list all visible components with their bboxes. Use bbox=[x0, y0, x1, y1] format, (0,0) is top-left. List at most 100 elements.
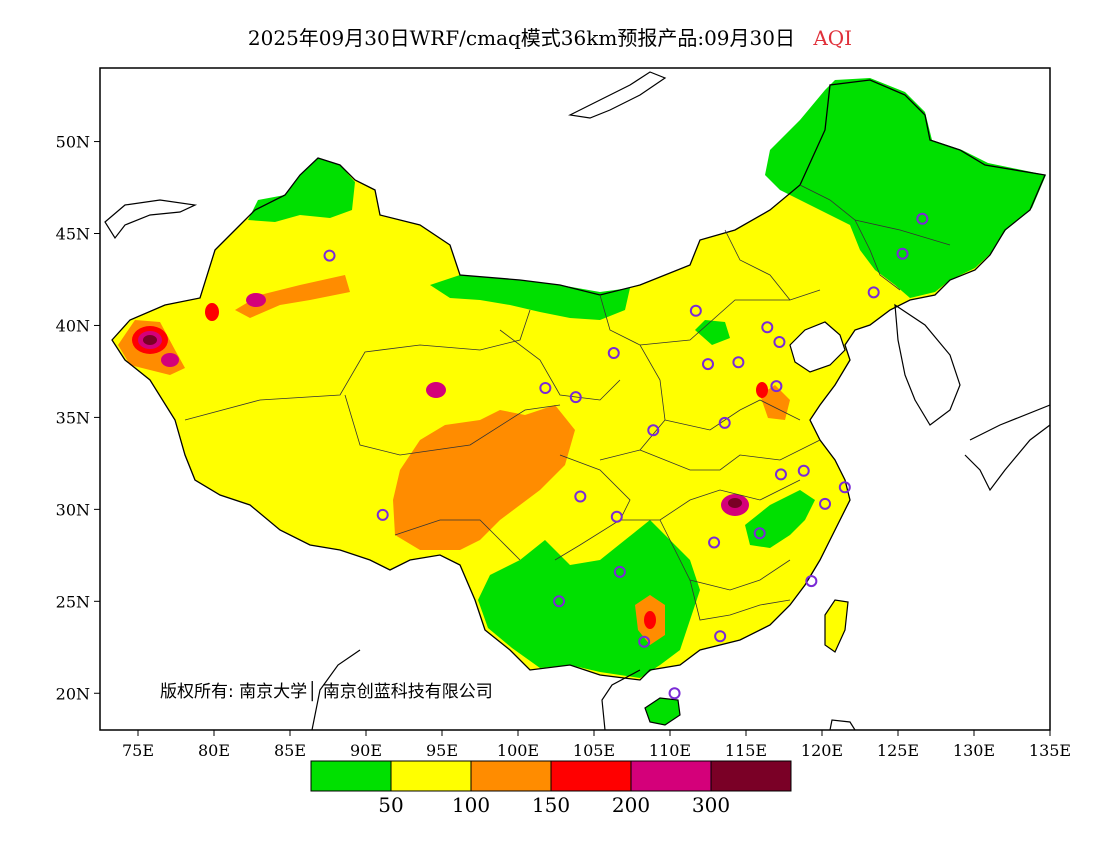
hotspot-qaidam bbox=[426, 382, 446, 398]
station-marker bbox=[761, 321, 774, 334]
map-title: 2025年09月30日WRF/cmaq模式36km预报产品:09月30日 AQI bbox=[0, 22, 1100, 51]
hotspot-kashgar-core bbox=[143, 335, 157, 345]
title-main: 2025年09月30日WRF/cmaq模式36km预报产品:09月30日 bbox=[247, 26, 795, 50]
hotspot-hotan bbox=[161, 353, 179, 367]
title-variable: AQI bbox=[813, 26, 853, 50]
x-tick-label: 95E bbox=[426, 741, 458, 760]
aqi-field-good-northwest bbox=[248, 158, 355, 222]
coastline-russia-lake bbox=[568, 71, 667, 119]
x-tick-label: 135E bbox=[1029, 741, 1071, 760]
hotspot-aksu bbox=[205, 303, 219, 321]
legend-label: 300 bbox=[692, 793, 730, 817]
hotspot-guangxi bbox=[644, 611, 656, 629]
legend-swatch bbox=[710, 760, 792, 792]
station-marker bbox=[773, 336, 786, 349]
legend-label: 200 bbox=[612, 793, 650, 817]
province-borders bbox=[184, 184, 951, 621]
station-marker bbox=[867, 286, 880, 299]
station-marker bbox=[702, 358, 714, 371]
x-tick-label: 115E bbox=[725, 741, 767, 760]
aqi-field-good-southwest bbox=[478, 520, 700, 678]
legend-label: 50 bbox=[378, 793, 403, 817]
station-marker bbox=[613, 565, 626, 578]
aqi-field-good-inner-mongolia bbox=[430, 275, 630, 320]
y-tick-label: 25N bbox=[56, 592, 90, 611]
hainan-outline bbox=[644, 697, 681, 726]
map-body bbox=[104, 71, 1050, 730]
station-marker bbox=[553, 595, 566, 608]
x-tick-label: 105E bbox=[573, 741, 615, 760]
aqi-field-sensitive-xinjiang bbox=[235, 275, 350, 318]
legend-swatch bbox=[310, 760, 392, 792]
y-tick-label: 20N bbox=[56, 684, 90, 703]
x-tick-label: 100E bbox=[497, 741, 539, 760]
coastline-kazakh bbox=[104, 199, 198, 240]
station-marker bbox=[819, 497, 832, 510]
station-marker bbox=[774, 468, 787, 481]
station-marker bbox=[323, 249, 336, 262]
y-tick-label: 40N bbox=[56, 316, 90, 335]
coastline-se-asia bbox=[311, 649, 856, 730]
station-marker bbox=[896, 247, 909, 260]
x-tick-label: 75E bbox=[122, 741, 154, 760]
station-marker bbox=[689, 304, 702, 317]
copyright-notice: 版权所有: 南京大学│ 南京创蓝科技有限公司 bbox=[160, 681, 493, 702]
station-marker bbox=[916, 212, 929, 225]
legend-label: 150 bbox=[532, 793, 570, 817]
aqi-field-moderate bbox=[112, 80, 1045, 680]
hotspot-hubei-core bbox=[728, 498, 742, 508]
legend-label: 100 bbox=[452, 793, 490, 817]
station-marker bbox=[718, 416, 731, 429]
x-tick-label: 90E bbox=[350, 741, 382, 760]
station-marker bbox=[574, 490, 587, 503]
x-tick-label: 125E bbox=[877, 741, 919, 760]
x-axis: 75E 80E 85E 90E 95E 100E 105E 110E 115E 120E 125E 1… bbox=[122, 730, 1071, 760]
legend-swatch bbox=[550, 760, 632, 792]
china-border bbox=[111, 79, 1046, 681]
y-tick-label: 50N bbox=[56, 133, 90, 152]
map-frame bbox=[99, 67, 1051, 731]
aqi-field-good-central bbox=[745, 490, 815, 548]
station-marker bbox=[838, 481, 851, 494]
bohai-sea bbox=[789, 321, 846, 373]
y-axis: 20N 25N 30N 35N 40N 45N 50N bbox=[56, 133, 100, 703]
coastline-korea-japan bbox=[894, 303, 1050, 492]
y-tick-label: 45N bbox=[56, 225, 90, 244]
station-marker bbox=[732, 356, 745, 369]
station-marker bbox=[610, 510, 623, 523]
aqi-field-good-northeast bbox=[765, 78, 1046, 298]
legend-swatch bbox=[470, 760, 552, 792]
y-tick-label: 30N bbox=[56, 500, 90, 519]
y-tick-label: 35N bbox=[56, 408, 90, 427]
station-markers bbox=[323, 212, 929, 700]
x-tick-label: 80E bbox=[198, 741, 230, 760]
x-tick-label: 120E bbox=[801, 741, 843, 760]
station-marker bbox=[797, 464, 810, 477]
station-marker bbox=[770, 380, 783, 393]
legend-swatch bbox=[630, 760, 712, 792]
x-tick-label: 110E bbox=[649, 741, 691, 760]
aqi-field-sensitive-tibet bbox=[393, 405, 575, 550]
station-marker bbox=[714, 630, 727, 643]
hotspot-shandong bbox=[756, 382, 768, 398]
station-marker bbox=[668, 687, 681, 700]
legend: 50 100 150 200 300 bbox=[310, 760, 792, 817]
station-marker bbox=[753, 527, 766, 540]
station-marker bbox=[376, 508, 389, 521]
station-marker bbox=[607, 347, 620, 360]
station-marker bbox=[638, 635, 651, 648]
x-tick-label: 85E bbox=[274, 741, 306, 760]
station-marker bbox=[805, 575, 818, 588]
legend-swatch bbox=[390, 760, 472, 792]
station-marker bbox=[708, 536, 721, 549]
aqi-field-good-hainan bbox=[645, 698, 680, 725]
station-marker bbox=[647, 424, 660, 437]
station-marker bbox=[539, 381, 552, 394]
hotspot-korla bbox=[246, 293, 266, 307]
taiwan-outline bbox=[824, 599, 849, 653]
x-tick-label: 130E bbox=[953, 741, 995, 760]
aqi-field-good-ne-coast bbox=[695, 320, 730, 345]
aqi-field-good-taiwan bbox=[825, 600, 848, 652]
station-marker bbox=[569, 391, 582, 404]
